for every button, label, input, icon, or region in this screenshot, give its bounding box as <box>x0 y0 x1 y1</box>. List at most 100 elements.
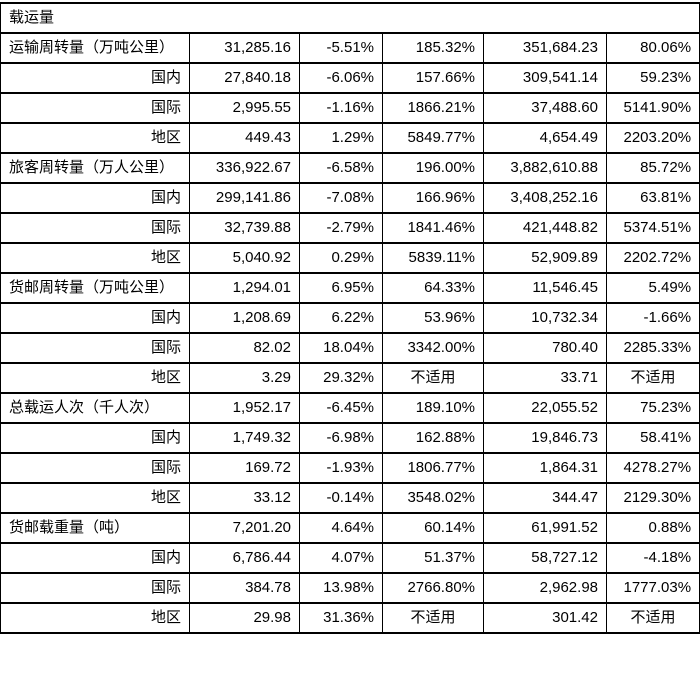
table-row: 国际 82.02 18.04% 3342.00% 780.40 2285.33% <box>0 332 700 364</box>
value-cell: 1866.21% <box>382 92 484 124</box>
value-cell: 27,840.18 <box>189 62 300 94</box>
value-cell: 13.98% <box>299 572 383 604</box>
value-cell: 22,055.52 <box>483 392 607 424</box>
value-cell: -5.51% <box>299 32 383 64</box>
value-cell: 1,294.01 <box>189 272 300 304</box>
table-row: 货邮载重量（吨） 7,201.20 4.64% 60.14% 61,991.52 0.88… <box>0 512 700 544</box>
value-cell: 2766.80% <box>382 572 484 604</box>
value-cell: 1,749.32 <box>189 422 300 454</box>
value-cell: 5141.90% <box>605 92 700 124</box>
value-cell: 344.47 <box>483 482 607 514</box>
row-label: 国内 <box>0 542 190 574</box>
value-cell: -6.06% <box>299 62 383 94</box>
value-cell: 0.29% <box>299 242 383 274</box>
value-cell: 4.07% <box>299 542 383 574</box>
value-cell: 196.00% <box>382 152 484 184</box>
value-cell: -6.45% <box>299 392 383 424</box>
table-row: 国际 384.78 13.98% 2766.80% 2,962.98 1777.03% <box>0 572 700 604</box>
value-cell: 3342.00% <box>382 332 484 364</box>
value-cell: 80.06% <box>605 32 700 64</box>
table-row: 国内 6,786.44 4.07% 51.37% 58,727.12 -4.18% <box>0 542 700 574</box>
table-row: 货邮周转量（万吨公里） 1,294.01 6.95% 64.33% 11,546.45 5… <box>0 272 700 304</box>
table-row: 地区 5,040.92 0.29% 5839.11% 52,909.89 2202.72% <box>0 242 700 274</box>
row-label: 地区 <box>0 482 190 514</box>
not-applicable-cell: 不适用 <box>382 602 484 634</box>
value-cell: 19,846.73 <box>483 422 607 454</box>
value-cell: 1,864.31 <box>483 452 607 484</box>
value-cell: 82.02 <box>189 332 300 364</box>
table-row: 国内 1,749.32 -6.98% 162.88% 19,846.73 58.41% <box>0 422 700 454</box>
value-cell: 4.64% <box>299 512 383 544</box>
value-cell: 5839.11% <box>382 242 484 274</box>
value-cell: 3,882,610.88 <box>483 152 607 184</box>
value-cell: 5849.77% <box>382 122 484 154</box>
table-row: 地区 33.12 -0.14% 3548.02% 344.47 2129.30% <box>0 482 700 514</box>
value-cell: 59.23% <box>605 62 700 94</box>
value-cell: 309,541.14 <box>483 62 607 94</box>
value-cell: 3548.02% <box>382 482 484 514</box>
row-label: 国际 <box>0 452 190 484</box>
value-cell: -1.16% <box>299 92 383 124</box>
value-cell: 85.72% <box>605 152 700 184</box>
row-label: 国际 <box>0 92 190 124</box>
value-cell: 53.96% <box>382 302 484 334</box>
value-cell: 189.10% <box>382 392 484 424</box>
value-cell: 301.42 <box>483 602 607 634</box>
value-cell: 31,285.16 <box>189 32 300 64</box>
section-title: 载运量 <box>0 2 700 34</box>
value-cell: 5,040.92 <box>189 242 300 274</box>
table-row: 运输周转量（万吨公里） 31,285.16 -5.51% 185.32% 351,684… <box>0 32 700 64</box>
carrying-capacity-table: 载运量 运输周转量（万吨公里） 31,285.16 -5.51% 185.32% 351… <box>0 2 700 634</box>
value-cell: 780.40 <box>483 332 607 364</box>
value-cell: 3.29 <box>189 362 300 394</box>
value-cell: 4,654.49 <box>483 122 607 154</box>
value-cell: 6.95% <box>299 272 383 304</box>
table-body: 载运量 运输周转量（万吨公里） 31,285.16 -5.51% 185.32% 351… <box>0 2 700 634</box>
value-cell: 185.32% <box>382 32 484 64</box>
value-cell: -2.79% <box>299 212 383 244</box>
table-row: 地区 29.98 31.36% 不适用 301.42 不适用 <box>0 602 700 634</box>
table-row: 国际 2,995.55 -1.16% 1866.21% 37,488.60 5141.90… <box>0 92 700 124</box>
row-label: 货邮载重量（吨） <box>0 512 190 544</box>
value-cell: 1,208.69 <box>189 302 300 334</box>
value-cell: 64.33% <box>382 272 484 304</box>
table-row: 旅客周转量（万人公里） 336,922.67 -6.58% 196.00% 3,882,… <box>0 152 700 184</box>
value-cell: 52,909.89 <box>483 242 607 274</box>
value-cell: 2,995.55 <box>189 92 300 124</box>
row-label: 国际 <box>0 212 190 244</box>
value-cell: 5374.51% <box>605 212 700 244</box>
row-label: 地区 <box>0 242 190 274</box>
value-cell: -1.93% <box>299 452 383 484</box>
table-row: 国际 32,739.88 -2.79% 1841.46% 421,448.82 5374.… <box>0 212 700 244</box>
value-cell: -0.14% <box>299 482 383 514</box>
value-cell: 60.14% <box>382 512 484 544</box>
value-cell: 1.29% <box>299 122 383 154</box>
table-row: 国内 299,141.86 -7.08% 166.96% 3,408,252.16 63.… <box>0 182 700 214</box>
value-cell: 33.71 <box>483 362 607 394</box>
not-applicable-cell: 不适用 <box>382 362 484 394</box>
row-label: 地区 <box>0 122 190 154</box>
value-cell: 2,962.98 <box>483 572 607 604</box>
row-label: 运输周转量（万吨公里） <box>0 32 190 64</box>
value-cell: 166.96% <box>382 182 484 214</box>
not-applicable-cell: 不适用 <box>605 602 700 634</box>
value-cell: 157.66% <box>382 62 484 94</box>
value-cell: 3,408,252.16 <box>483 182 607 214</box>
value-cell: 7,201.20 <box>189 512 300 544</box>
value-cell: 162.88% <box>382 422 484 454</box>
section-header-row: 载运量 <box>0 2 700 34</box>
row-label: 国内 <box>0 302 190 334</box>
value-cell: 2202.72% <box>605 242 700 274</box>
value-cell: 31.36% <box>299 602 383 634</box>
value-cell: 421,448.82 <box>483 212 607 244</box>
value-cell: 2285.33% <box>605 332 700 364</box>
value-cell: 2203.20% <box>605 122 700 154</box>
value-cell: 75.23% <box>605 392 700 424</box>
table-row: 国际 169.72 -1.93% 1806.77% 1,864.31 4278.27% <box>0 452 700 484</box>
value-cell: 6,786.44 <box>189 542 300 574</box>
not-applicable-cell: 不适用 <box>605 362 700 394</box>
value-cell: 37,488.60 <box>483 92 607 124</box>
value-cell: -4.18% <box>605 542 700 574</box>
value-cell: 351,684.23 <box>483 32 607 64</box>
